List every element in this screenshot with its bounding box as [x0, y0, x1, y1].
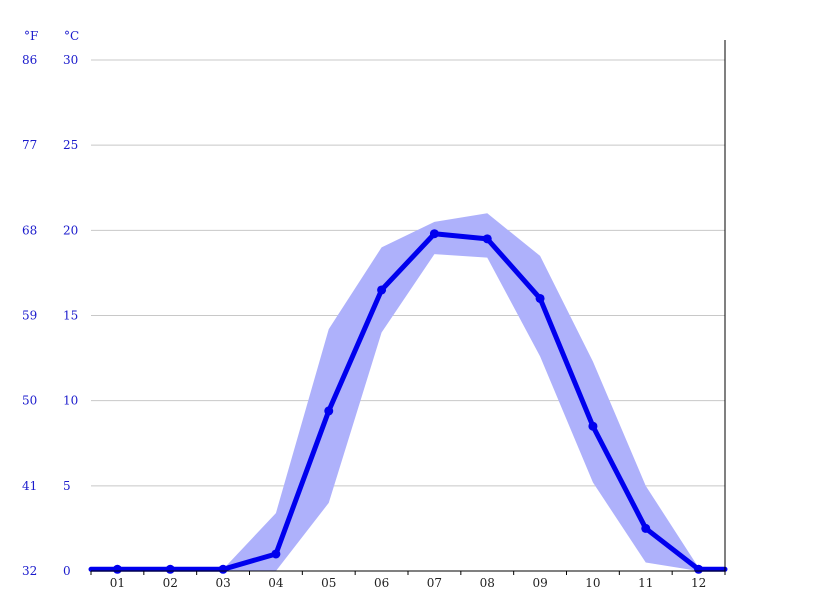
- x-tick-label: 02: [163, 576, 178, 590]
- data-point: [641, 523, 651, 533]
- y-tick-fahrenheit: 86: [22, 53, 37, 67]
- data-point: [694, 564, 704, 574]
- y-tick-celsius: 5: [63, 479, 71, 493]
- x-tick-label: 05: [321, 576, 336, 590]
- data-point: [271, 549, 281, 559]
- data-point: [218, 564, 228, 574]
- y-tick-fahrenheit: 68: [22, 223, 37, 237]
- y-tick-fahrenheit: 59: [22, 309, 37, 323]
- y-tick-fahrenheit: 50: [22, 394, 37, 408]
- y-tick-celsius: 0: [63, 564, 71, 578]
- x-tick-label: 06: [374, 576, 389, 590]
- data-point: [429, 229, 439, 239]
- x-tick-label: 12: [691, 576, 706, 590]
- data-point: [588, 421, 598, 431]
- temperature-range-band: [91, 213, 725, 572]
- x-tick-label: 04: [268, 576, 284, 590]
- data-point: [165, 564, 175, 574]
- y-tick-celsius: 25: [63, 138, 78, 152]
- x-tick-label: 07: [427, 576, 442, 590]
- y-tick-fahrenheit: 77: [22, 138, 37, 152]
- y-tick-celsius: 10: [63, 394, 78, 408]
- data-point: [535, 293, 545, 303]
- data-point: [482, 234, 492, 244]
- y-tick-celsius: 20: [63, 223, 78, 237]
- x-tick-label: 01: [110, 576, 125, 590]
- gridlines: [91, 59, 725, 487]
- y-tick-fahrenheit: 32: [22, 564, 37, 578]
- x-tick-labels: 01 02 03 04 05 06 07 08 09 10 11 12: [110, 576, 706, 590]
- x-tick-label: 09: [532, 576, 547, 590]
- x-tick-label: 03: [215, 576, 230, 590]
- x-tick-label: 10: [585, 576, 600, 590]
- data-point: [377, 285, 387, 295]
- temperature-series: [88, 229, 728, 574]
- range-band-area: [91, 213, 725, 572]
- x-tick-label: 11: [638, 576, 653, 590]
- y-tick-celsius: 30: [63, 53, 78, 67]
- y-tick-fahrenheit: 41: [22, 479, 37, 493]
- y-tick-celsius: 15: [63, 309, 78, 323]
- temperature-line: [88, 231, 728, 572]
- data-point: [112, 564, 122, 574]
- celsius-unit-label: °C: [64, 29, 79, 43]
- data-point: [324, 406, 334, 416]
- y-tick-labels: 86 30 77 25 68 20 59 15 50 10 41 5 32 0: [22, 53, 78, 578]
- x-tick-label: 08: [480, 576, 495, 590]
- fahrenheit-unit-label: °F: [24, 29, 38, 43]
- axes: [90, 40, 726, 575]
